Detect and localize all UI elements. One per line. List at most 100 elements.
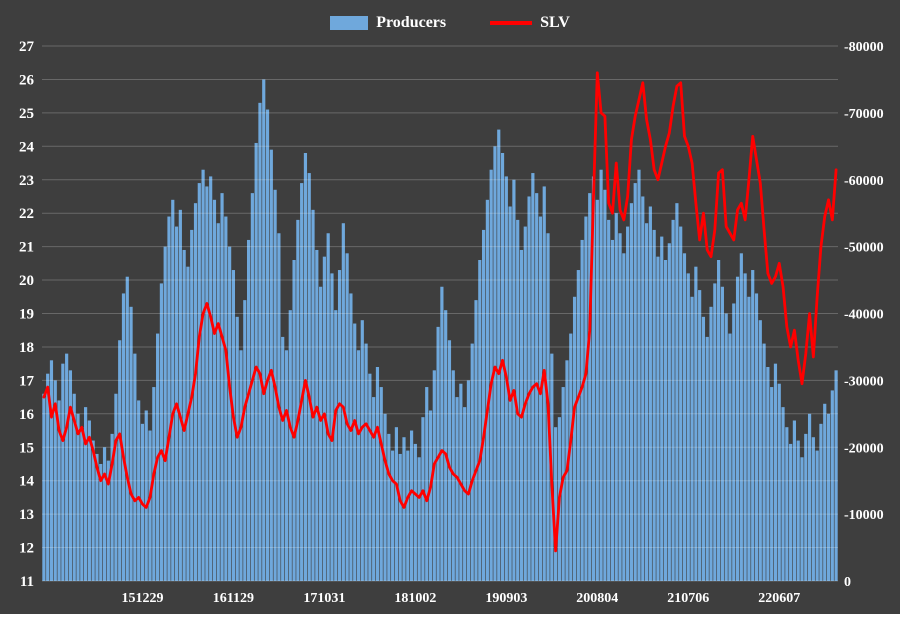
bar [455, 397, 459, 581]
bar [182, 249, 186, 581]
bar [265, 109, 270, 581]
bar [751, 270, 755, 581]
bar [667, 243, 671, 581]
bar [201, 169, 205, 581]
bar [375, 367, 380, 581]
bar [739, 253, 743, 581]
bar [163, 246, 167, 582]
bar [758, 320, 762, 581]
bar [626, 226, 630, 581]
bar [220, 193, 224, 582]
y-right-tick-label: -50000 [844, 241, 884, 256]
bar [447, 340, 452, 581]
bar [228, 246, 232, 582]
bar [436, 326, 440, 582]
bar [576, 270, 580, 581]
bar [773, 363, 778, 581]
bar [303, 153, 308, 581]
x-tick-label: 161129 [213, 591, 254, 606]
bar [311, 209, 315, 581]
bar [402, 437, 406, 581]
bar [580, 239, 584, 581]
bar [724, 313, 728, 581]
bar [478, 260, 482, 581]
bar [372, 397, 376, 581]
bar [470, 343, 474, 581]
bar [250, 193, 254, 582]
bar [735, 276, 740, 581]
bar [341, 223, 345, 581]
bar [76, 413, 80, 581]
legend-item-slv: SLV [490, 14, 570, 32]
bar [682, 253, 687, 581]
bar [144, 410, 148, 581]
bar [61, 363, 65, 581]
bar [106, 460, 110, 582]
y-left-tick-label: 22 [19, 206, 34, 222]
bar [542, 186, 546, 581]
bar [288, 310, 292, 581]
bar [432, 370, 436, 581]
bar [159, 283, 163, 581]
bar [815, 450, 819, 581]
bar [572, 296, 577, 581]
bar [296, 219, 300, 582]
y-right-tick-label: -40000 [844, 308, 884, 323]
bar [360, 320, 364, 581]
bar [281, 336, 285, 581]
bar [246, 239, 251, 581]
bar [224, 216, 228, 581]
legend-item-producers: Producers [330, 14, 446, 32]
bar [216, 223, 220, 581]
bar [747, 296, 751, 581]
bar [368, 373, 372, 581]
bar [474, 300, 478, 582]
y-left-tick-label: 24 [19, 139, 35, 155]
bar [121, 293, 126, 581]
bar [493, 146, 497, 581]
bar [190, 229, 194, 581]
bar [383, 413, 387, 581]
bar [413, 443, 417, 581]
bar [584, 216, 588, 581]
y-right-tick-label: -30000 [844, 374, 884, 389]
bar [591, 176, 596, 581]
bar [629, 203, 634, 581]
bar [538, 216, 543, 581]
bar [641, 196, 645, 581]
y-right-tick-label: -80000 [844, 40, 884, 55]
bar [167, 216, 171, 581]
bar [315, 249, 319, 581]
producers-swatch-icon [330, 16, 369, 30]
bar [193, 203, 198, 581]
bar [269, 149, 273, 581]
bar [599, 169, 603, 581]
bar [57, 400, 61, 581]
bar [512, 179, 516, 581]
bar [796, 440, 800, 581]
bar [307, 173, 311, 581]
bar [319, 286, 323, 581]
bar [72, 393, 76, 581]
bar [326, 233, 330, 581]
chart-legend: Producers SLV [0, 8, 900, 38]
x-tick-label: 171031 [303, 591, 345, 606]
x-tick-label: 210706 [667, 591, 709, 606]
bar [186, 266, 190, 581]
bar [148, 430, 152, 581]
legend-label-slv: SLV [540, 14, 570, 31]
bar [391, 450, 395, 581]
bar [212, 199, 217, 581]
bar [129, 306, 133, 581]
bar [65, 353, 69, 582]
bar [531, 173, 535, 581]
bar [834, 370, 838, 581]
bar [830, 390, 834, 581]
legend-label-producers: Producers [376, 14, 447, 31]
bar [652, 229, 656, 581]
bar [607, 219, 611, 582]
bar [595, 199, 599, 581]
bar [398, 453, 402, 581]
y-left-tick-label: 23 [19, 173, 34, 189]
bar [425, 387, 429, 581]
